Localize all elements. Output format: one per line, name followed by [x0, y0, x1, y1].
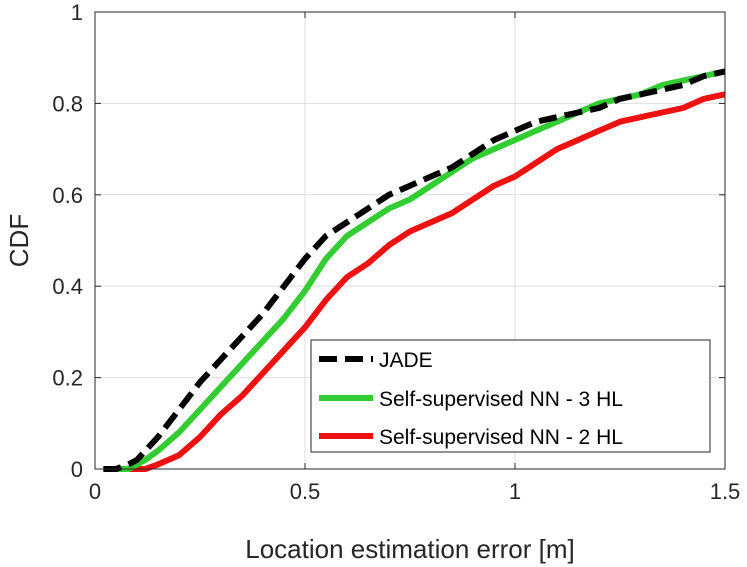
- series-line-0: [103, 68, 726, 472]
- x-axis-title: Location estimation error [m]: [245, 534, 574, 564]
- x-tick-label: 0.5: [290, 479, 321, 504]
- tick-labels: 0 0.5 1 1.5 0 0.2 0.4 0.6 0.8 1: [52, 0, 740, 504]
- y-tick-label: 0.8: [52, 91, 83, 116]
- y-tick-label: 0: [71, 457, 83, 482]
- legend-box: [310, 339, 711, 453]
- x-tick-label: 1: [509, 479, 521, 504]
- plot-frame: [94, 11, 726, 470]
- x-tick-label: 1.5: [710, 479, 741, 504]
- y-tick-label: 0.6: [52, 183, 83, 208]
- y-tick-label: 0.4: [52, 274, 83, 299]
- x-tick-label: 0: [89, 479, 101, 504]
- y-tick-label: 0.2: [52, 366, 83, 391]
- series-line-2: [103, 91, 726, 472]
- legend: JADE Self-supervised NN - 3 HL Self-superv…: [310, 339, 711, 453]
- legend-label-2: Self-supervised NN - 2 HL: [379, 426, 623, 449]
- legend-label-0: JADE: [379, 349, 433, 372]
- y-tick-label: 1: [71, 0, 83, 25]
- y-axis-title: CDF: [4, 214, 34, 267]
- series-group: [103, 68, 726, 472]
- axis-ticks: [94, 11, 726, 470]
- legend-label-1: Self-supervised NN - 3 HL: [379, 388, 623, 411]
- series-line-1: [103, 68, 726, 472]
